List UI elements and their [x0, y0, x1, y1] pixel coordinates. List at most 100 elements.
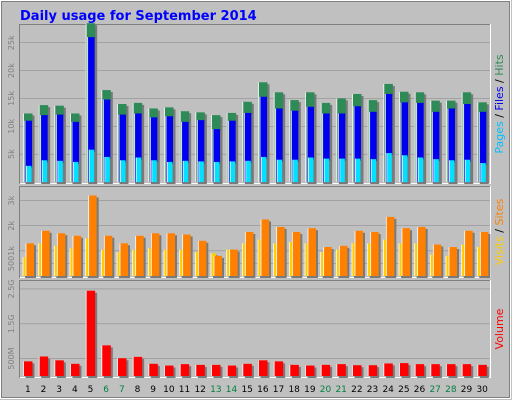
- bar-pages-2-fill: [42, 160, 48, 182]
- bar-volume-8: [132, 356, 145, 378]
- bar-visits-12-fill: [195, 252, 201, 276]
- bar-pages-6: [104, 156, 112, 184]
- bar-visits-27-fill: [430, 254, 436, 276]
- bar-sites-3: [56, 233, 68, 278]
- bar-sites-20-fill: [323, 247, 332, 276]
- bar-sites-24: [385, 216, 397, 278]
- bar-pages-5: [88, 149, 97, 184]
- bar-pages-29-fill: [465, 159, 471, 182]
- bar-files-19-fill: [307, 106, 314, 182]
- bar-visits-25-fill: [399, 243, 404, 276]
- bar-sites-13: [213, 255, 224, 278]
- bar-pages-20: [323, 158, 332, 184]
- bar-volume-5-fill: [86, 290, 96, 376]
- bar-pages-27: [433, 159, 441, 184]
- bar-sites-14: [229, 249, 240, 278]
- bar-pages-8: [135, 157, 144, 184]
- bar-visits-24-fill: [383, 239, 389, 276]
- bar-pages-12-fill: [198, 161, 204, 182]
- bar-pages-30-fill: [480, 163, 486, 182]
- bar-volume-23-fill: [368, 365, 378, 376]
- bar-sites-20: [323, 247, 334, 278]
- tick-label-hits-2: 15k: [7, 91, 16, 106]
- bar-files-10-fill: [166, 116, 173, 182]
- bar-pages-15-fill: [245, 160, 251, 182]
- bar-pages-22: [355, 158, 363, 184]
- bar-volume-27: [430, 364, 442, 378]
- bar-sites-10-fill: [167, 233, 175, 276]
- bar-pages-7-fill: [120, 160, 126, 182]
- bar-volume-20: [320, 364, 333, 378]
- bar-pages-21: [339, 158, 347, 184]
- bar-sites-8-fill: [135, 235, 144, 276]
- bar-volume-3-fill: [54, 360, 64, 376]
- bar-files-29: [463, 104, 473, 184]
- bar-sites-26: [417, 226, 428, 278]
- day-label-20: 20: [320, 385, 332, 395]
- bar-sites-21: [338, 245, 350, 278]
- bar-files-11: [181, 121, 191, 184]
- day-label-10: 10: [163, 385, 175, 395]
- day-label-6: 6: [103, 385, 109, 395]
- bar-files-4-fill: [72, 121, 79, 182]
- bar-sites-7-fill: [120, 243, 128, 276]
- bar-sites-9: [150, 233, 162, 278]
- bar-visits-6-fill: [101, 249, 107, 276]
- bar-files-19: [306, 106, 316, 184]
- bar-sites-2: [41, 230, 52, 278]
- side-label-part-visits-2: Sites: [493, 198, 506, 225]
- bar-visits-9-fill: [148, 248, 154, 276]
- bar-sites-22-fill: [355, 230, 363, 276]
- day-label-15: 15: [241, 385, 252, 395]
- bar-visits-22-fill: [352, 243, 357, 276]
- bar-files-22-fill: [354, 106, 361, 182]
- bar-pages-25-fill: [402, 155, 408, 182]
- bar-files-9: [149, 117, 160, 184]
- bar-volume-30: [477, 364, 489, 378]
- bar-visits-17-fill: [273, 243, 279, 276]
- bar-files-10: [165, 116, 175, 184]
- day-label-24: 24: [382, 385, 394, 395]
- bar-volume-2-fill: [39, 356, 49, 376]
- bar-volume-29: [461, 364, 474, 378]
- bar-pages-1: [26, 165, 34, 184]
- bar-pages-25: [402, 155, 410, 184]
- bar-files-1: [24, 120, 34, 184]
- bar-volume-21: [336, 364, 348, 378]
- bar-pages-27-fill: [433, 159, 439, 182]
- bar-files-5: [87, 37, 97, 185]
- bar-files-8-fill: [134, 113, 142, 182]
- bar-pages-17-fill: [277, 159, 283, 182]
- bar-pages-4: [73, 161, 81, 184]
- chart-title: Daily usage for September 2014: [20, 9, 257, 24]
- bar-pages-26: [417, 157, 426, 184]
- bar-files-17-fill: [275, 108, 283, 182]
- bar-volume-24: [383, 363, 395, 378]
- bar-volume-21-fill: [336, 364, 346, 376]
- bar-files-1-fill: [25, 120, 32, 182]
- bar-pages-24: [386, 153, 394, 184]
- bar-pages-14: [229, 161, 238, 184]
- bar-pages-30: [480, 163, 488, 184]
- day-label-28: 28: [445, 385, 457, 395]
- bar-volume-18: [289, 364, 301, 378]
- bar-files-29-fill: [463, 104, 471, 182]
- bar-volume-7-fill: [117, 358, 127, 376]
- bar-visits-5-fill: [85, 238, 91, 276]
- bar-volume-14-fill: [227, 365, 237, 376]
- day-label-18: 18: [288, 385, 300, 395]
- day-label-1: 1: [25, 385, 31, 395]
- bar-files-24: [384, 93, 395, 184]
- bar-volume-12: [195, 364, 207, 378]
- bar-sites-4: [72, 235, 83, 278]
- tick-label-visits-0: 500: [7, 256, 16, 271]
- bar-visits-10-fill: [164, 249, 169, 276]
- bar-volume-25-fill: [399, 363, 409, 376]
- bar-volume-22-fill: [352, 365, 362, 376]
- bar-volume-19: [305, 365, 317, 378]
- bar-pages-17: [276, 159, 285, 184]
- bar-visits-14-fill: [226, 249, 232, 276]
- bar-files-20: [322, 113, 332, 184]
- bar-sites-27: [432, 244, 444, 278]
- bar-files-22: [353, 106, 363, 184]
